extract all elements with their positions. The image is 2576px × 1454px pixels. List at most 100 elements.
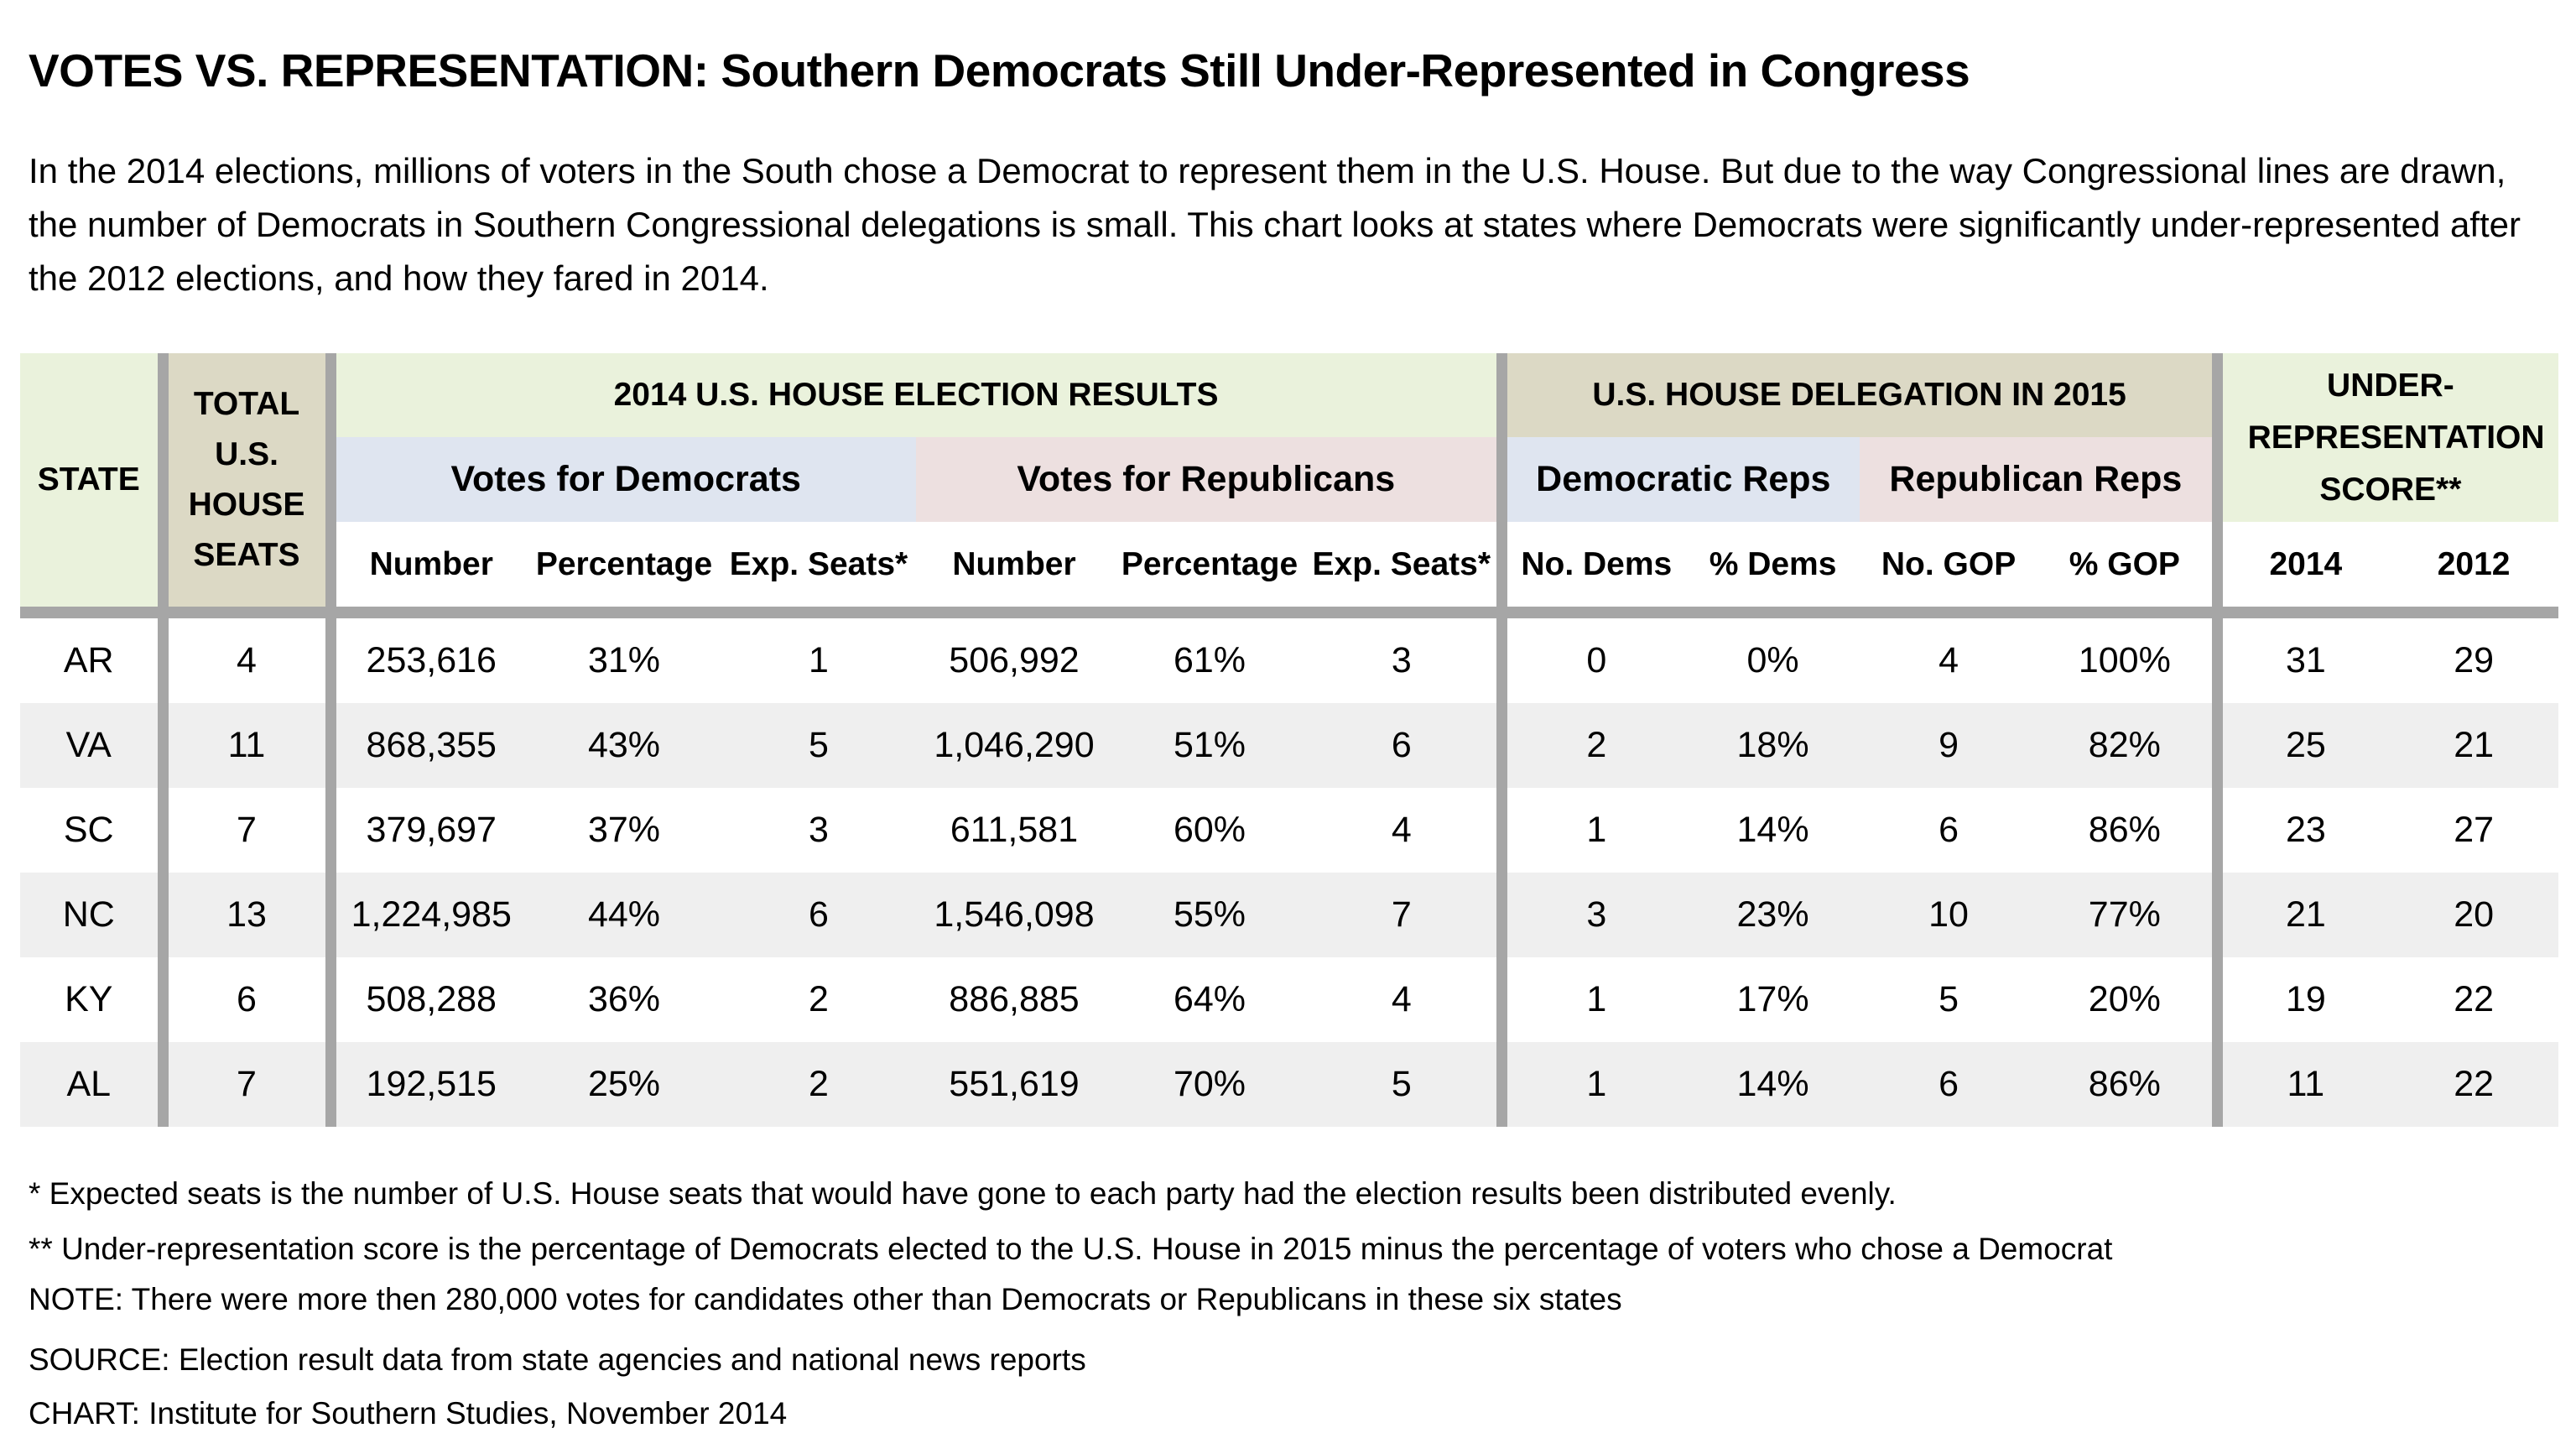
- cell-pct-gop: 82%: [2037, 703, 2223, 788]
- cell-no-gop: 10: [1860, 873, 2038, 957]
- cell-pct-gop: 77%: [2037, 873, 2223, 957]
- cell-dem-exp-seats: 5: [721, 703, 916, 788]
- cell-score-2012: 29: [2389, 607, 2559, 703]
- delegation-group-header: U.S. HOUSE DELEGATION IN 2015: [1496, 353, 2223, 437]
- votes-dem-header: Votes for Democrats: [330, 437, 916, 522]
- cell-no-dems: 1: [1496, 1042, 1687, 1127]
- cell-rep-exp-seats: 3: [1307, 607, 1502, 703]
- cell-state: NC: [20, 873, 163, 957]
- table-row: AL 7 192,515 25% 2 551,619 70% 5 1 14% 6 86% 11 22: [20, 1042, 2559, 1127]
- cell-score-2014: 21: [2217, 873, 2390, 957]
- cell-dem-votes: 868,355: [330, 703, 527, 788]
- cell-dem-votes: 379,697: [330, 788, 527, 873]
- page-title: VOTES VS. REPRESENTATION: Southern Democ…: [29, 44, 1970, 96]
- cell-no-dems: 1: [1496, 788, 1687, 873]
- cell-rep-votes: 1,546,098: [916, 873, 1112, 957]
- col-score-2014: 2014: [2269, 545, 2343, 582]
- cell-pct-dems: 23%: [1686, 873, 1860, 957]
- cell-rep-exp-seats: 5: [1307, 1042, 1502, 1127]
- cell-no-gop: 6: [1860, 1042, 2038, 1127]
- cell-pct-dems: 14%: [1686, 788, 1860, 873]
- footnote-source: SOURCE: Election result data from state …: [29, 1342, 1086, 1377]
- col-score-2012: 2012: [2437, 545, 2511, 582]
- cell-total-seats: 11: [157, 703, 336, 788]
- cell-rep-votes: 886,885: [916, 957, 1112, 1042]
- table-row: NC 13 1,224,985 44% 6 1,546,098 55% 7 3 23% 10 77% 2…: [20, 873, 2559, 957]
- cell-pct-dems: 17%: [1686, 957, 1860, 1042]
- cell-dem-exp-seats: 3: [721, 788, 916, 873]
- cell-dem-exp-seats: 1: [721, 607, 916, 703]
- cell-score-2012: 27: [2389, 788, 2559, 873]
- table-row: AR 4 253,616 31% 1 506,992 61% 3 0 0% 4 100% 31 29: [20, 607, 2559, 703]
- cell-total-seats: 13: [157, 873, 336, 957]
- election-results-group-header: 2014 U.S. HOUSE ELECTION RESULTS: [330, 353, 1502, 437]
- cell-rep-exp-seats: 6: [1307, 703, 1502, 788]
- cell-state: KY: [20, 957, 163, 1042]
- intro-paragraph: In the 2014 elections, millions of voter…: [29, 151, 2521, 298]
- cell-rep-percentage: 70%: [1112, 1042, 1307, 1127]
- col-rep-number: Number: [952, 545, 1076, 582]
- col-rep-percentage: Percentage: [1121, 545, 1298, 582]
- results-table: STATE TOTAL U.S. HOUSE SEATS 2014 U.S. H…: [20, 353, 2559, 1127]
- col-rep-exp-seats: Exp. Seats*: [1312, 545, 1491, 582]
- cell-pct-gop: 20%: [2037, 957, 2223, 1042]
- cell-dem-votes: 192,515: [330, 1042, 527, 1127]
- cell-score-2014: 31: [2217, 607, 2390, 703]
- cell-rep-percentage: 64%: [1112, 957, 1307, 1042]
- cell-dem-votes: 253,616: [330, 607, 527, 703]
- dem-reps-header: Democratic Reps: [1496, 437, 1860, 522]
- cell-rep-exp-seats: 4: [1307, 788, 1502, 873]
- cell-state: SC: [20, 788, 163, 873]
- cell-rep-percentage: 61%: [1112, 607, 1307, 703]
- col-no-gop: No. GOP: [1881, 545, 2017, 582]
- table-row: VA 11 868,355 43% 5 1,046,290 51% 6 2 18% 9 82% 25 21: [20, 703, 2559, 788]
- cell-rep-percentage: 51%: [1112, 703, 1307, 788]
- cell-rep-votes: 611,581: [916, 788, 1112, 873]
- cell-score-2014: 11: [2217, 1042, 2390, 1127]
- cell-state: AL: [20, 1042, 163, 1127]
- cell-rep-percentage: 55%: [1112, 873, 1307, 957]
- cell-dem-percentage: 36%: [527, 957, 721, 1042]
- cell-state: AR: [20, 607, 163, 703]
- cell-rep-votes: 1,046,290: [916, 703, 1112, 788]
- cell-pct-gop: 100%: [2037, 607, 2223, 703]
- cell-pct-gop: 86%: [2037, 1042, 2223, 1127]
- cell-pct-gop: 86%: [2037, 788, 2223, 873]
- cell-rep-exp-seats: 7: [1307, 873, 1502, 957]
- cell-no-dems: 2: [1496, 703, 1687, 788]
- cell-no-dems: 0: [1496, 607, 1687, 703]
- table-row: SC 7 379,697 37% 3 611,581 60% 4 1 14% 6 86% 23 27: [20, 788, 2559, 873]
- table-row: KY 6 508,288 36% 2 886,885 64% 4 1 17% 5 20% 19 22: [20, 957, 2559, 1042]
- cell-dem-percentage: 37%: [527, 788, 721, 873]
- rep-reps-header: Republican Reps: [1860, 437, 2223, 522]
- col-no-dems: No. Dems: [1496, 522, 1687, 612]
- cell-dem-exp-seats: 2: [721, 957, 916, 1042]
- footnote-score: ** Under-representation score is the per…: [29, 1232, 2113, 1266]
- cell-pct-dems: 14%: [1686, 1042, 1860, 1127]
- footnote-expected-seats: * Expected seats is the number of U.S. H…: [29, 1176, 1897, 1211]
- cell-dem-percentage: 25%: [527, 1042, 721, 1127]
- cell-dem-exp-seats: 6: [721, 873, 916, 957]
- cell-rep-votes: 551,619: [916, 1042, 1112, 1127]
- total-seats-header: TOTAL U.S. HOUSE SEATS: [157, 353, 336, 612]
- cell-state: VA: [20, 703, 163, 788]
- cell-score-2014: 25: [2217, 703, 2390, 788]
- cell-score-2012: 22: [2389, 957, 2559, 1042]
- cell-no-gop: 6: [1860, 788, 2038, 873]
- score-group-header: UNDER-REPRESENTATION SCORE**: [2217, 353, 2559, 522]
- cell-no-gop: 9: [1860, 703, 2038, 788]
- cell-total-seats: 4: [157, 607, 336, 703]
- cell-dem-votes: 1,224,985: [330, 873, 527, 957]
- col-pct-dems: % Dems: [1709, 545, 1837, 582]
- col-pct-gop: % GOP: [2037, 522, 2223, 612]
- cell-dem-percentage: 31%: [527, 607, 721, 703]
- footnote-chart-credit: CHART: Institute for Southern Studies, N…: [29, 1396, 788, 1431]
- cell-score-2012: 22: [2389, 1042, 2559, 1127]
- cell-score-2014: 23: [2217, 788, 2390, 873]
- cell-dem-percentage: 43%: [527, 703, 721, 788]
- cell-pct-dems: 0%: [1686, 607, 1860, 703]
- cell-no-gop: 5: [1860, 957, 2038, 1042]
- cell-no-dems: 3: [1496, 873, 1687, 957]
- col-dem-exp-seats: Exp. Seats*: [729, 545, 908, 582]
- footnote-note: NOTE: There were more then 280,000 votes…: [29, 1282, 1622, 1316]
